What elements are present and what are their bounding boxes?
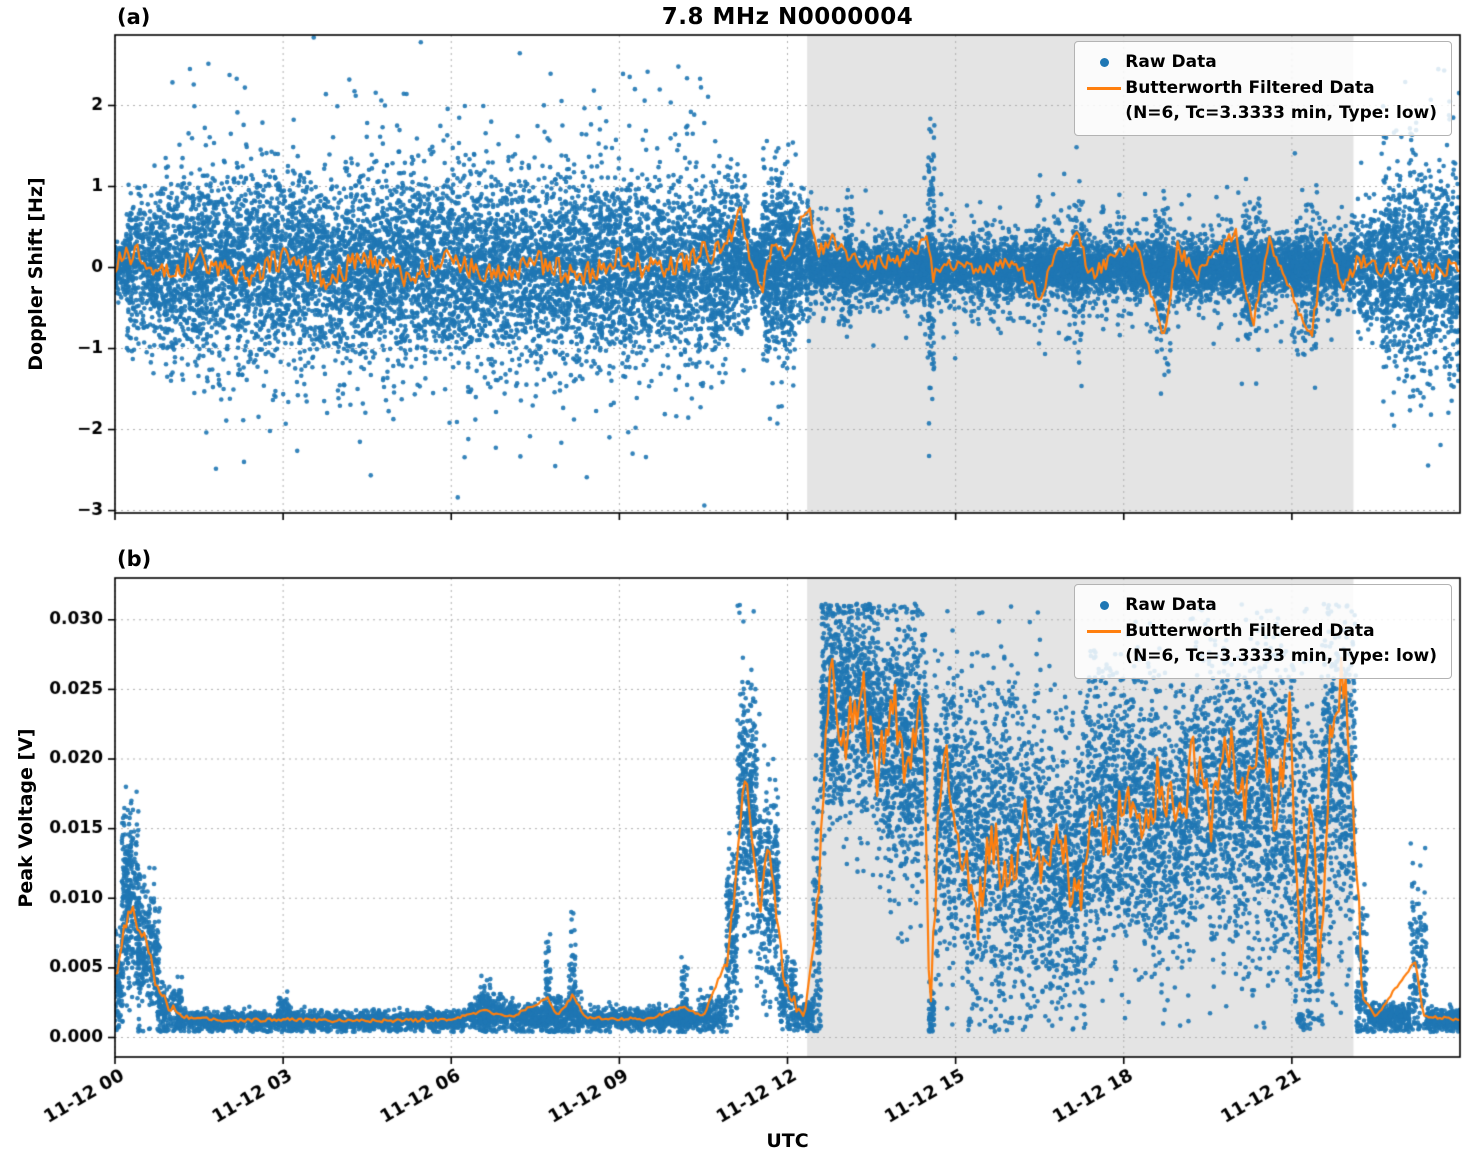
- legend-row-filtered: Butterworth Filtered Data: [1083, 619, 1437, 645]
- legend-row-filtered: Butterworth Filtered Data: [1083, 76, 1437, 102]
- filtered-data-marker-icon: [1083, 629, 1125, 633]
- legend-row-raw: Raw Data: [1083, 50, 1437, 76]
- legend-row-filtered-params: (N=6, Tc=3.3333 min, Type: low): [1083, 101, 1437, 127]
- legend-raw-label: Raw Data: [1125, 595, 1217, 615]
- legend-filtered-label: Butterworth Filtered Data: [1125, 620, 1375, 641]
- legend-filtered-label: Butterworth Filtered Data: [1125, 77, 1375, 98]
- raw-data-marker-icon: [1083, 601, 1125, 611]
- panel-b-y-axis-label: Peak Voltage [V]: [15, 728, 37, 908]
- panel-a-label: (a): [117, 5, 151, 29]
- filtered-data-marker-icon: [1083, 86, 1125, 90]
- legend-filtered-params: (N=6, Tc=3.3333 min, Type: low): [1125, 646, 1437, 666]
- legend-panel-b: Raw Data Butterworth Filtered Data (N=6,…: [1074, 584, 1452, 679]
- x-axis-label: UTC: [766, 1130, 809, 1152]
- legend-row-filtered-params: (N=6, Tc=3.3333 min, Type: low): [1083, 644, 1437, 670]
- legend-filtered-params: (N=6, Tc=3.3333 min, Type: low): [1125, 103, 1437, 123]
- legend-row-raw: Raw Data: [1083, 593, 1437, 619]
- panel-b-label: (b): [117, 547, 152, 571]
- panel-a-y-axis-label: Doppler Shift [Hz]: [25, 177, 47, 371]
- raw-data-marker-icon: [1083, 58, 1125, 68]
- chart-title: 7.8 MHz N0000004: [661, 4, 914, 30]
- legend-raw-label: Raw Data: [1125, 52, 1217, 72]
- legend-panel-a: Raw Data Butterworth Filtered Data (N=6,…: [1074, 41, 1452, 136]
